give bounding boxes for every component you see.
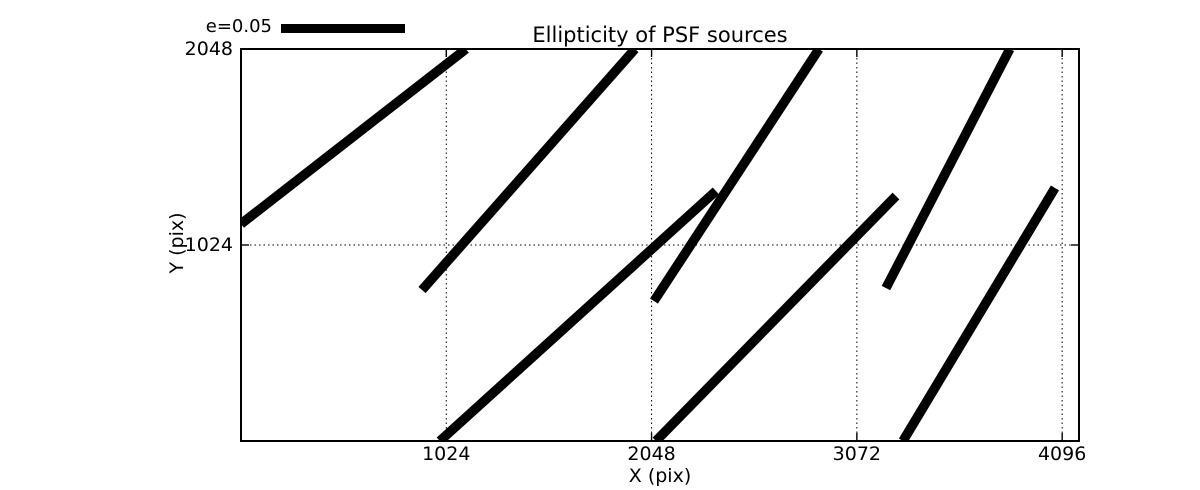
ellipticity-whisker (436, 187, 720, 441)
x-tick-label: 4096 (1037, 443, 1087, 465)
ellipticity-whisker (418, 49, 639, 294)
x-tick-label: 3072 (832, 443, 882, 465)
legend-sample-line (281, 24, 405, 33)
ellipticity-whisker (650, 49, 823, 304)
x-tick-label: 1024 (422, 443, 471, 465)
x-tick-label: 2048 (627, 443, 676, 465)
x-axis-label: X (pix) (628, 465, 692, 487)
ellipticity-whisker (898, 185, 1060, 441)
legend-label: e=0.05 (205, 16, 272, 37)
plot-area (240, 48, 1080, 442)
ellipticity-whisker (241, 49, 469, 228)
y-tick-label: 2048 (184, 38, 233, 60)
chart-title: Ellipticity of PSF sources (532, 23, 788, 47)
y-tick-label: 1024 (184, 234, 233, 256)
ellipticity-whisker (652, 192, 900, 441)
ellipticity-whisker (881, 49, 1015, 291)
